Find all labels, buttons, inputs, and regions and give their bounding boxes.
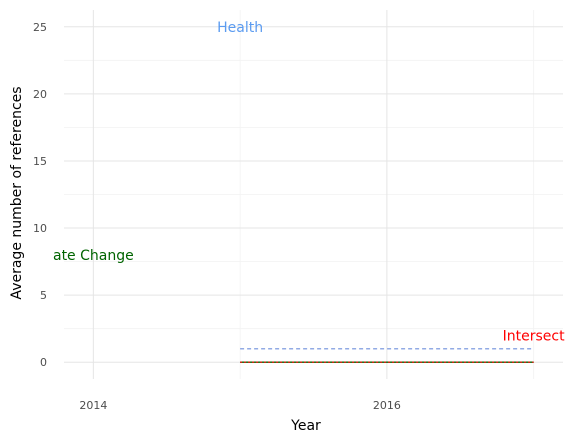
climate-annotation-label: ate Change: [53, 248, 134, 264]
x-axis-title: Year: [290, 418, 321, 434]
y-tick-label: 5: [40, 289, 47, 302]
y-axis-title: Average number of references: [9, 86, 25, 299]
minor-gridlines: [64, 10, 563, 379]
y-tick-label: 10: [33, 222, 47, 235]
x-tick-labels: 2014 2016: [79, 399, 401, 412]
y-tick-label: 0: [40, 356, 47, 369]
x-tick-label: 2014: [79, 399, 107, 412]
y-tick-labels: 0 5 10 15 20 25: [33, 21, 47, 369]
y-tick-label: 20: [33, 88, 47, 101]
annotation-layer: Health ate Change Intersect: [53, 20, 565, 345]
intersect-annotation-label: Intersect: [503, 328, 565, 344]
x-tick-label: 2016: [373, 399, 401, 412]
y-tick-label: 15: [33, 155, 47, 168]
health-annotation-label: Health: [217, 20, 263, 36]
y-tick-label: 25: [33, 21, 47, 34]
